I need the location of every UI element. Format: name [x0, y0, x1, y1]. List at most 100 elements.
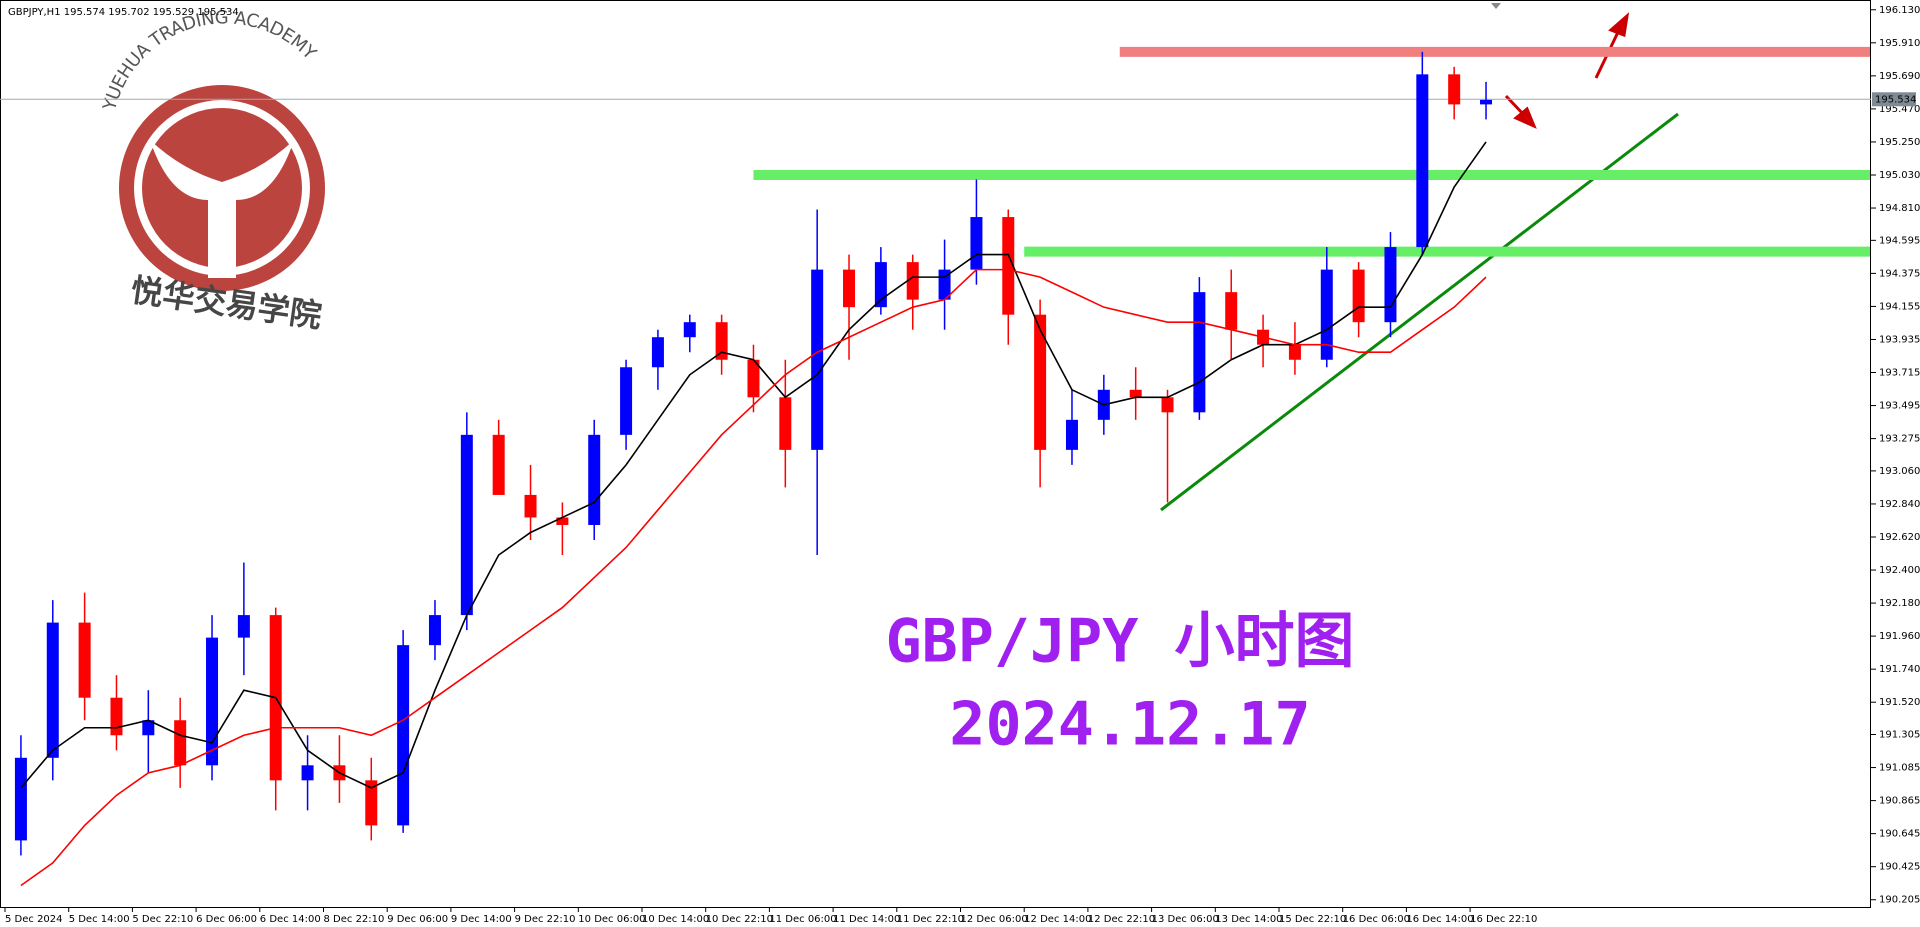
y-tick-label: 194.810	[1879, 203, 1920, 214]
y-tick-label: 194.375	[1879, 268, 1920, 279]
y-tick-label: 191.520	[1879, 697, 1920, 708]
x-tick-label: 5 Dec 14:00	[69, 914, 130, 925]
candle-body	[1416, 74, 1429, 248]
candle-body	[1384, 247, 1397, 323]
y-tick-label: 192.180	[1879, 598, 1920, 609]
y-tick-label: 190.425	[1879, 862, 1920, 873]
candle-body	[1065, 419, 1078, 450]
candle-body	[588, 434, 601, 525]
candle-body	[142, 720, 155, 736]
y-tick-label: 195.250	[1879, 137, 1920, 148]
x-tick-label: 6 Dec 14:00	[260, 914, 321, 925]
candle-body	[779, 397, 792, 450]
candle-body	[1193, 292, 1206, 413]
y-tick-label: 195.690	[1879, 71, 1920, 82]
candle-body	[843, 269, 856, 308]
candle-body	[428, 615, 441, 646]
y-tick-label: 196.130	[1879, 5, 1920, 16]
candle-body	[110, 697, 123, 736]
x-tick-label: 15 Dec 22:10	[1279, 914, 1346, 925]
candle-body	[1225, 292, 1238, 330]
x-tick-label: 12 Dec 14:00	[1024, 914, 1091, 925]
y-tick-label: 191.305	[1879, 730, 1920, 741]
candle-body	[206, 637, 219, 766]
y-tick-label: 193.495	[1879, 401, 1920, 412]
y-tick-label: 190.865	[1879, 796, 1920, 807]
moving-average	[20, 141, 1487, 789]
logo-mark	[150, 140, 294, 278]
candle-body	[715, 322, 728, 360]
arrow-down-head	[1513, 106, 1537, 129]
candle-body	[811, 269, 824, 450]
trendline	[1160, 112, 1679, 512]
y-tick-label: 195.910	[1879, 38, 1920, 49]
x-tick-label: 10 Dec 14:00	[642, 914, 709, 925]
candle-body	[365, 780, 378, 826]
x-tick-label: 9 Dec 14:00	[451, 914, 512, 925]
x-tick-label: 11 Dec 22:10	[897, 914, 964, 925]
x-tick-label: 11 Dec 14:00	[833, 914, 900, 925]
candle-body	[874, 262, 887, 308]
candle-body	[397, 645, 410, 826]
candle-body	[1352, 269, 1365, 323]
candle-body	[651, 337, 664, 368]
x-tick-label: 13 Dec 06:00	[1152, 914, 1219, 925]
x-tick-label: 9 Dec 06:00	[387, 914, 448, 925]
y-tick-label: 195.470	[1879, 104, 1920, 115]
y-tick-label: 194.155	[1879, 301, 1920, 312]
x-tick-label: 6 Dec 06:00	[196, 914, 257, 925]
arrow-up-head	[1608, 12, 1630, 38]
y-tick-label: 195.030	[1879, 170, 1920, 181]
y-tick-label: 191.960	[1879, 631, 1920, 642]
annotation-date: 2024.12.17	[949, 690, 1310, 760]
candle-body	[1129, 389, 1142, 398]
scroll-marker	[1491, 3, 1501, 9]
candle-body	[683, 322, 696, 338]
candle-body	[78, 622, 91, 698]
candle-body	[14, 757, 27, 841]
candle-body	[1288, 344, 1301, 360]
annotation-title: GBP/JPY 小时图	[886, 607, 1355, 677]
candle-body	[460, 434, 473, 616]
candle-body	[492, 434, 505, 495]
y-tick-label: 190.645	[1879, 829, 1920, 840]
candle-body	[46, 622, 59, 758]
y-tick-label: 192.620	[1879, 532, 1920, 543]
x-tick-label: 8 Dec 22:10	[324, 914, 385, 925]
bid-label: 195.534	[1875, 94, 1916, 105]
candle-body	[1161, 397, 1174, 413]
x-tick-label: 12 Dec 22:10	[1088, 914, 1155, 925]
candle-body	[1320, 269, 1333, 360]
x-tick-label: 11 Dec 06:00	[769, 914, 836, 925]
x-tick-label: 5 Dec 22:10	[132, 914, 193, 925]
y-tick-label: 193.935	[1879, 334, 1920, 345]
candle-body	[237, 615, 250, 638]
x-tick-label: 16 Dec 14:00	[1406, 914, 1473, 925]
x-tick-label: 9 Dec 22:10	[515, 914, 576, 925]
candle-body	[1480, 99, 1493, 105]
y-tick-label: 194.595	[1879, 235, 1920, 246]
x-tick-label: 16 Dec 06:00	[1343, 914, 1410, 925]
y-tick-label: 192.400	[1879, 565, 1920, 576]
y-tick-label: 191.740	[1879, 664, 1920, 675]
y-tick-label: 193.275	[1879, 434, 1920, 445]
candle-body	[1002, 217, 1015, 315]
y-tick-label: 193.715	[1879, 368, 1920, 379]
candle-body	[906, 262, 919, 300]
y-tick-label: 192.840	[1879, 499, 1920, 510]
y-tick-label: 193.060	[1879, 466, 1920, 477]
candle-body	[970, 217, 983, 270]
x-tick-label: 5 Dec 2024	[5, 914, 63, 925]
x-tick-label: 10 Dec 22:10	[706, 914, 773, 925]
y-tick-label: 191.085	[1879, 763, 1920, 774]
candle-body	[556, 517, 569, 525]
x-tick-label: 13 Dec 14:00	[1215, 914, 1282, 925]
candle-body	[747, 359, 760, 398]
bid-box	[1872, 92, 1916, 107]
candle-body	[524, 494, 537, 518]
candle-body	[174, 720, 187, 766]
candle-body	[1034, 314, 1047, 450]
moving-average	[20, 268, 1487, 887]
